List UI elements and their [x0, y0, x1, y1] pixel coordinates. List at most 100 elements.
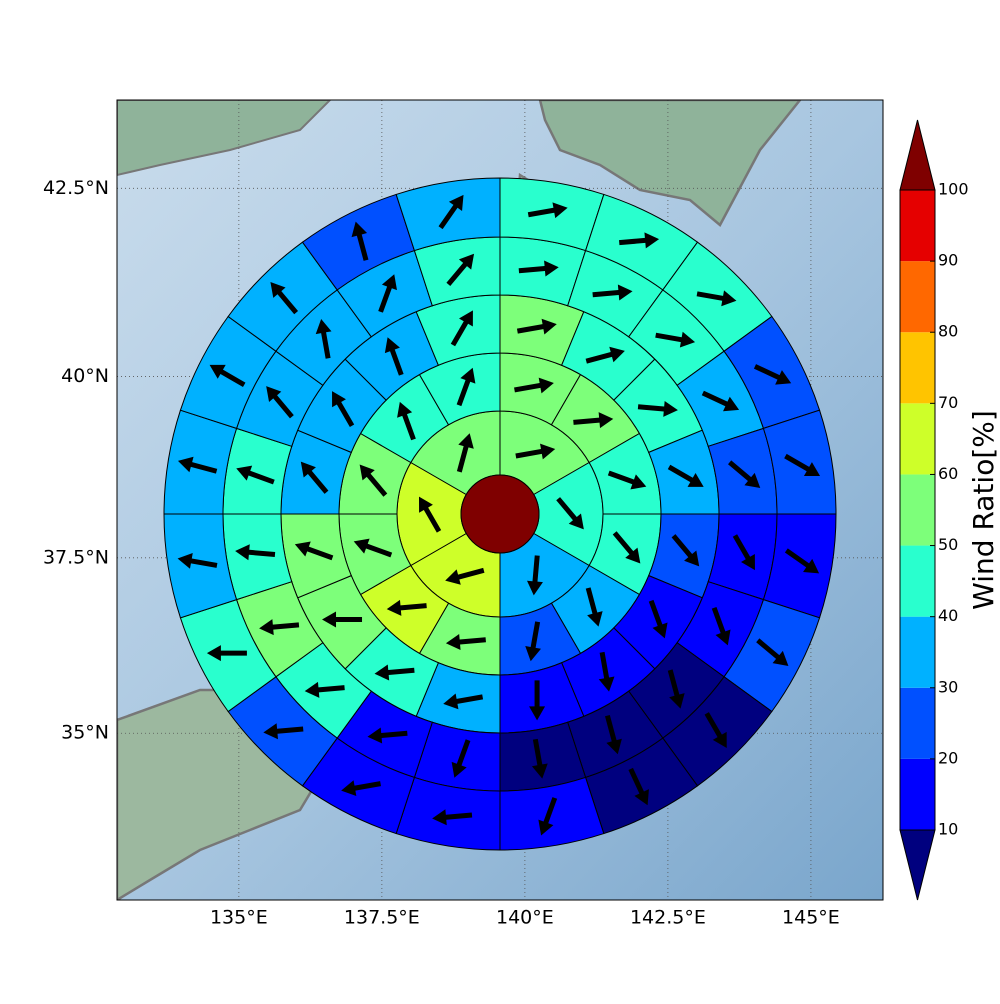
colorbar-frame: [899, 189, 936, 831]
wind-arrow: [374, 664, 415, 681]
wind-arrow: [451, 739, 471, 778]
wind-arrow: [353, 538, 393, 558]
wind-arrow: [711, 606, 731, 646]
wind-arrow: [784, 548, 820, 574]
wind-arrow: [655, 331, 696, 348]
wind-arrow: [341, 780, 381, 797]
wind-arrow: [538, 797, 558, 836]
colorbar-tick-label: 70: [938, 393, 958, 412]
colorbar-tick-label: 60: [938, 464, 958, 483]
wind-arrow: [753, 364, 792, 385]
wind-arrow: [585, 346, 625, 364]
x-tick-label: 137.5°E: [344, 907, 420, 929]
wind-arrow: [206, 645, 247, 662]
colorbar-tick-label: 40: [938, 606, 958, 625]
center: [460, 474, 540, 554]
arrows: [177, 194, 821, 836]
wind-arrow: [446, 253, 475, 286]
wind-arrow: [529, 680, 546, 721]
wind-arrow: [236, 465, 275, 485]
colorbar-tick-label: 90: [938, 251, 958, 270]
wind-arrow: [592, 284, 633, 301]
sectors: [163, 177, 837, 851]
colorbar-segment: [900, 687, 935, 759]
wind-arrow: [445, 567, 485, 585]
wind-arrow: [443, 693, 484, 710]
wind-arrow: [628, 767, 649, 806]
wind-arrow: [386, 599, 427, 616]
colorbar-segment: [900, 474, 935, 546]
wind-arrow: [728, 460, 761, 489]
colorbar-segment: [900, 616, 935, 688]
wind-arrow: [432, 809, 473, 826]
y-tick-label: 37.5°N: [43, 546, 109, 568]
wind-arrow: [525, 621, 542, 662]
wind-arrow: [294, 541, 334, 561]
wind-arrow: [598, 651, 615, 692]
wind-arrow: [450, 310, 473, 347]
colorbar-segment: [900, 190, 935, 262]
wind-arrow: [648, 599, 668, 639]
wind-arrow: [531, 738, 548, 779]
colorbar-tick-label: 80: [938, 322, 958, 341]
y-tick-label: 40°N: [61, 365, 109, 387]
wind-arrow: [332, 391, 355, 428]
x-tick-label: 135°E: [210, 907, 268, 929]
y-tick-label: 42.5°N: [43, 177, 109, 199]
colorbar-tick-label: 30: [938, 677, 958, 696]
colorbar-extend: [899, 829, 936, 901]
wind-arrow: [607, 470, 647, 490]
map-frame: [116, 99, 884, 901]
wind-arrow: [445, 634, 486, 650]
y-tick-label: 35°N: [61, 722, 109, 744]
wind-arrow: [619, 232, 660, 249]
land: [117, 100, 332, 177]
wind-arrow: [701, 390, 740, 412]
wind-arrow: [704, 712, 727, 749]
wind-arrow: [637, 400, 678, 417]
wind-arrow: [518, 260, 559, 277]
colorbar-tick-label: 100: [938, 180, 969, 199]
wind-arrow: [527, 202, 568, 219]
wind-arrow: [419, 496, 442, 533]
wind-arrow: [585, 587, 603, 627]
x-tick-label: 145°E: [782, 907, 840, 929]
wind-arrow: [556, 497, 584, 530]
land: [538, 100, 802, 227]
colorbar-tick-label: 10: [938, 820, 958, 839]
wind-arrow: [756, 638, 789, 667]
wind-arrow: [732, 534, 755, 571]
wind-arrow: [514, 377, 554, 394]
colorbar-tick-label: 20: [938, 748, 958, 767]
colorbar: 10 20 30 40 50 60 70 80 90 100: [899, 119, 969, 901]
wind-arrow: [438, 194, 464, 230]
wind-arrow: [612, 531, 641, 564]
wind-arrow: [667, 669, 685, 709]
wind-arrow: [351, 221, 369, 261]
wind-arrow: [456, 433, 474, 473]
colorbar-segment: [900, 403, 935, 475]
wind-arrow: [378, 274, 397, 313]
wind-arrow: [397, 401, 416, 441]
wind-arrow: [527, 555, 543, 596]
wind-arrow: [516, 318, 557, 335]
wind-arrow: [315, 318, 332, 359]
wind-arrow: [270, 281, 299, 315]
wind-arrow: [266, 386, 294, 419]
wind-arrow: [384, 337, 404, 376]
wind-arrow: [235, 544, 276, 561]
colorbar-segment: [900, 545, 935, 617]
wind-arrow: [696, 290, 737, 307]
ticks: 135°E 137.5°E 140°E 142.5°E 145°E 35°N 37.5°N 4…: [43, 177, 840, 929]
colorbar-segment: [900, 758, 935, 830]
wind-arrow: [671, 534, 700, 567]
colorbar-tick-label: 50: [938, 535, 958, 554]
colorbar-segment: [900, 261, 935, 333]
wind-arrow: [259, 619, 300, 636]
wind-arrow: [367, 727, 408, 744]
wind-arrow: [177, 553, 218, 569]
colorbar-segment: [900, 332, 935, 404]
wind-arrow: [300, 461, 329, 494]
wind-arrow: [304, 681, 345, 698]
